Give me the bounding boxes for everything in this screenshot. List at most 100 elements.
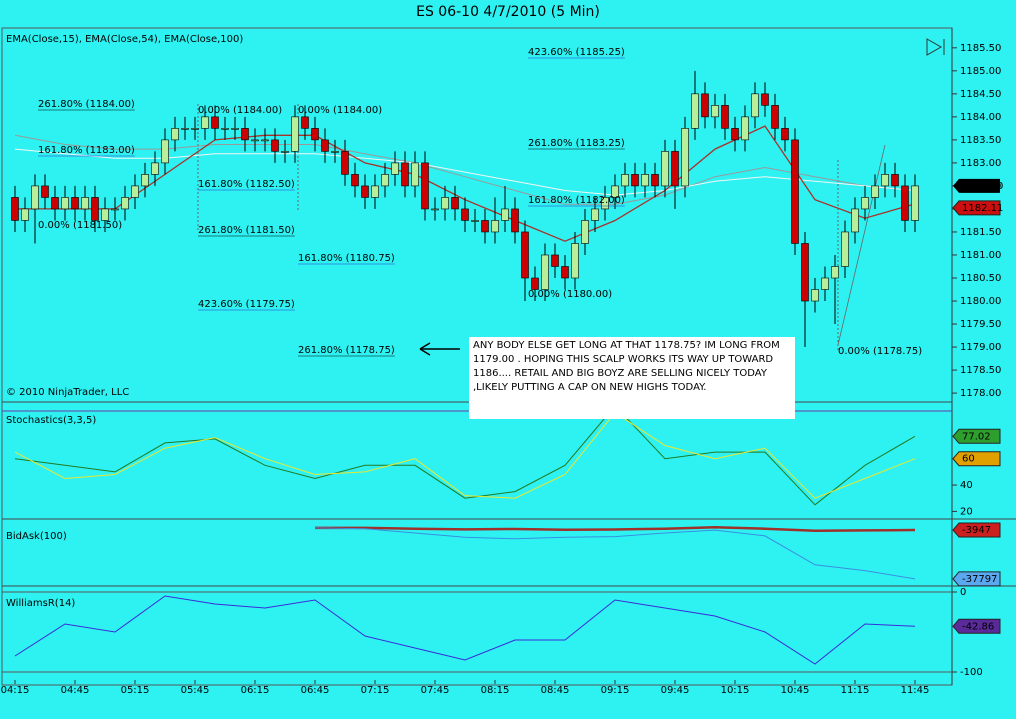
- candle-body: [691, 93, 699, 129]
- value-box: [952, 451, 1001, 467]
- candle-body: [341, 151, 349, 175]
- candle-body: [541, 254, 549, 290]
- value-box-label: -3947: [962, 525, 991, 536]
- candle-body: [831, 266, 839, 279]
- candle-body: [721, 105, 729, 129]
- candle-body: [171, 128, 179, 141]
- panel-label: WilliamsR(14): [6, 598, 75, 609]
- fib-trend: [837, 144, 886, 346]
- x-tick-label: 11:45: [901, 685, 930, 696]
- candle-body: [561, 266, 569, 279]
- series-line: [314, 527, 916, 580]
- candle-body: [681, 128, 689, 187]
- candle-body: [401, 162, 409, 187]
- candle-body: [361, 185, 369, 198]
- candle-body: [841, 231, 849, 267]
- candle-body: [411, 162, 419, 187]
- fib-label: 161.80% (1182.50): [198, 179, 295, 190]
- candle-body: [611, 185, 619, 198]
- candle-body: [41, 185, 49, 198]
- x-tick-label: 06:45: [301, 685, 330, 696]
- candle-body: [641, 174, 649, 187]
- y-tick-label: 20: [960, 506, 973, 517]
- candle-body: [621, 174, 629, 187]
- candle-body: [131, 185, 139, 198]
- candle-body: [431, 208, 439, 211]
- candle-body: [331, 151, 339, 153]
- candle-body: [301, 116, 309, 129]
- candle-body: [281, 151, 289, 153]
- candle-body: [471, 220, 479, 222]
- x-tick-label: 10:15: [721, 685, 750, 696]
- candle-body: [231, 128, 239, 130]
- x-tick-label: 11:15: [841, 685, 870, 696]
- candle-body: [391, 162, 399, 175]
- candle-body: [311, 128, 319, 141]
- candle-body: [781, 128, 789, 141]
- x-tick-label: 05:15: [121, 685, 150, 696]
- candle-body: [161, 139, 169, 164]
- annotation-note: ANY BODY ELSE GET LONG AT THAT 1178.75? …: [469, 337, 795, 419]
- play-icon[interactable]: [926, 38, 945, 56]
- y-tick-label: 1178.50: [960, 365, 1001, 376]
- candle-body: [441, 197, 449, 210]
- candle-body: [821, 277, 829, 290]
- value-box: [952, 522, 1001, 538]
- candle-body: [791, 139, 799, 244]
- panel-label: Stochastics(3,3,5): [6, 415, 96, 426]
- candle-body: [701, 93, 709, 118]
- y-tick-label: 1184.00: [960, 112, 1001, 123]
- candle-body: [91, 197, 99, 221]
- candle-body: [501, 208, 509, 221]
- fib-label: 0.00% (1180.00): [528, 289, 612, 300]
- fib-label: 161.80% (1183.00): [38, 145, 135, 156]
- y-tick-label: 1180.50: [960, 273, 1001, 284]
- candle-body: [371, 185, 379, 198]
- candle-body: [861, 197, 869, 210]
- panel-label: EMA(Close,15), EMA(Close,54), EMA(Close,…: [6, 34, 243, 45]
- x-tick-label: 08:15: [481, 685, 510, 696]
- candle-body: [151, 162, 159, 175]
- play-icon-triangle[interactable]: [926, 38, 943, 56]
- candle-body: [211, 116, 219, 129]
- fib-label: 0.00% (1184.00): [298, 105, 382, 116]
- candle-body: [671, 151, 679, 187]
- candle-body: [651, 174, 659, 187]
- fib-label: 0.00% (1184.00): [198, 105, 282, 116]
- candle-body: [31, 185, 39, 210]
- y-tick-label: 1179.50: [960, 319, 1001, 330]
- y-tick-label: 1181.00: [960, 250, 1001, 261]
- y-tick-label: 1181.50: [960, 227, 1001, 238]
- series-line: [14, 595, 916, 665]
- x-tick-label: 04:45: [61, 685, 90, 696]
- candle-body: [101, 208, 109, 221]
- candle-body: [241, 128, 249, 141]
- candle-body: [111, 208, 119, 211]
- fib-label: 423.60% (1179.75): [198, 299, 295, 310]
- panel-label: BidAsk(100): [6, 531, 67, 542]
- y-tick-label: 1183.00: [960, 158, 1001, 169]
- candle-body: [291, 116, 299, 152]
- candle-body: [61, 197, 69, 210]
- candle-body: [571, 243, 579, 279]
- y-tick-label: 40: [960, 480, 973, 491]
- y-tick-label: 1185.50: [960, 43, 1001, 54]
- candle-body: [421, 162, 429, 210]
- candle-body: [141, 174, 149, 187]
- candle-body: [511, 208, 519, 233]
- candle-body: [21, 208, 29, 221]
- candle-body: [81, 197, 89, 210]
- candle-body: [811, 289, 819, 302]
- fib-label: 161.80% (1180.75): [298, 253, 395, 264]
- candle-body: [451, 197, 459, 210]
- candle-body: [661, 151, 669, 187]
- value-box: [952, 618, 1001, 634]
- candle-body: [521, 231, 529, 279]
- candle-body: [741, 116, 749, 141]
- y-tick-label: 1184.50: [960, 89, 1001, 100]
- candle-body: [891, 174, 899, 187]
- fib-label: 0.00% (1178.75): [838, 346, 922, 357]
- value-box-label: 1182.50: [962, 181, 1003, 192]
- fib-label: 423.60% (1185.25): [528, 47, 625, 58]
